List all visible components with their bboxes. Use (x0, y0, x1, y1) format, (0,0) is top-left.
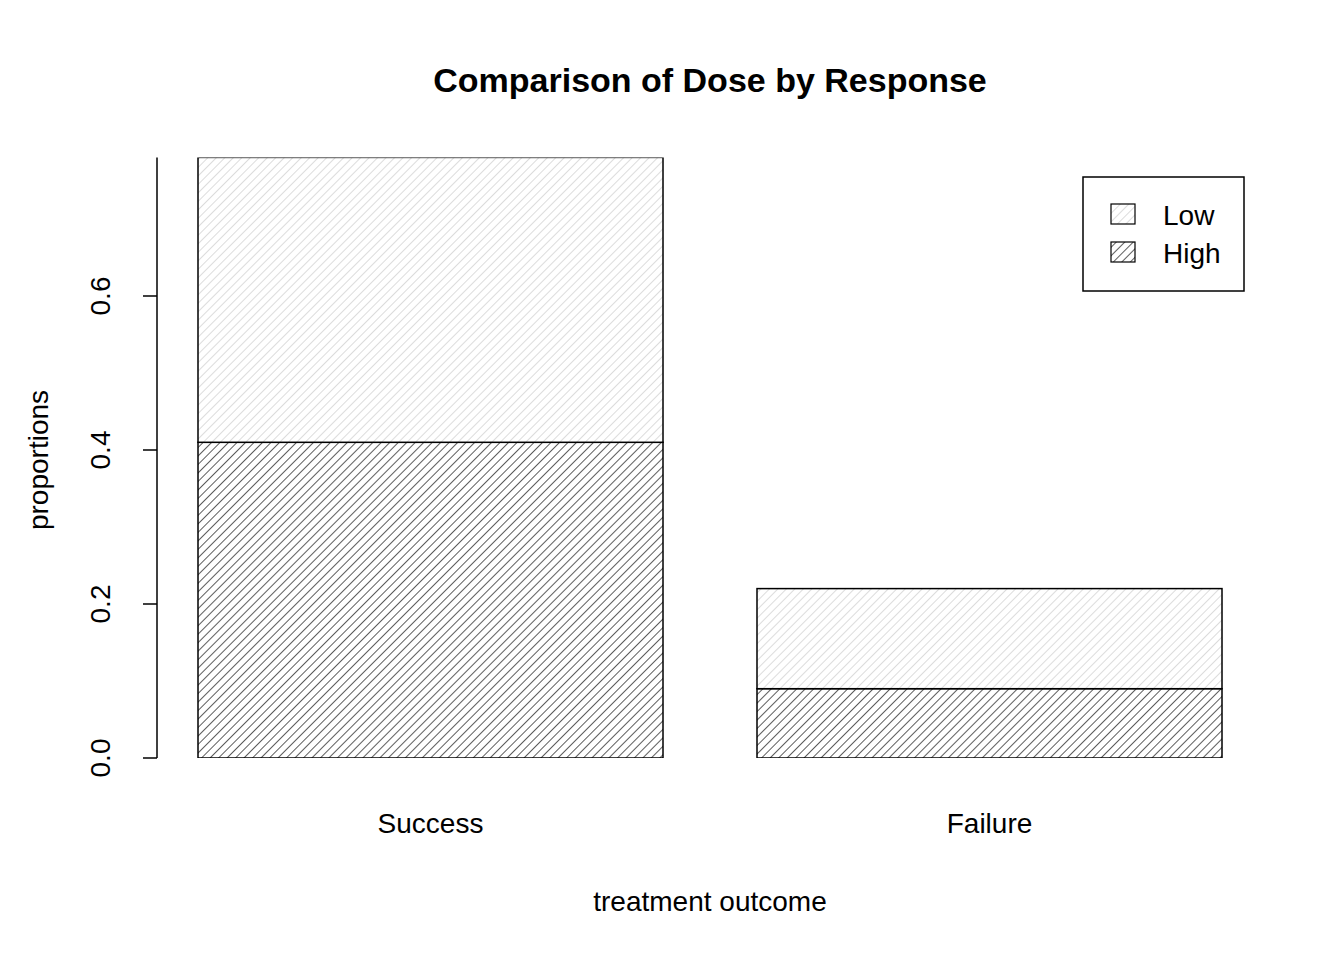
y-tick-label: 0.0 (85, 739, 116, 778)
y-tick-label: 0.4 (85, 431, 116, 470)
y-tick-label: 0.6 (85, 277, 116, 316)
legend-swatch (1111, 204, 1135, 224)
x-axis-label: treatment outcome (593, 886, 826, 917)
y-tick (143, 449, 157, 451)
chart: Comparison of Dose by Response Success Fai… (0, 0, 1344, 960)
bars (198, 157, 1222, 758)
y-tick (143, 603, 157, 605)
legend-label: Low (1163, 200, 1215, 231)
bar-segment (198, 157, 663, 442)
bar-segment (757, 689, 1222, 758)
legend-label: High (1163, 238, 1221, 269)
x-tick-label: Failure (947, 808, 1033, 839)
x-tick-label: Success (378, 808, 484, 839)
y-axis (156, 157, 158, 758)
y-tick (143, 757, 157, 759)
bar-segment (757, 589, 1222, 689)
y-tick (143, 295, 157, 297)
bar-segment (198, 442, 663, 758)
legend: Low High (1083, 177, 1244, 291)
y-axis-label: proportions (23, 390, 54, 530)
title: Comparison of Dose by Response (433, 61, 987, 99)
y-tick-label: 0.2 (85, 585, 116, 624)
legend-box (1083, 177, 1244, 291)
legend-swatch (1111, 242, 1135, 262)
